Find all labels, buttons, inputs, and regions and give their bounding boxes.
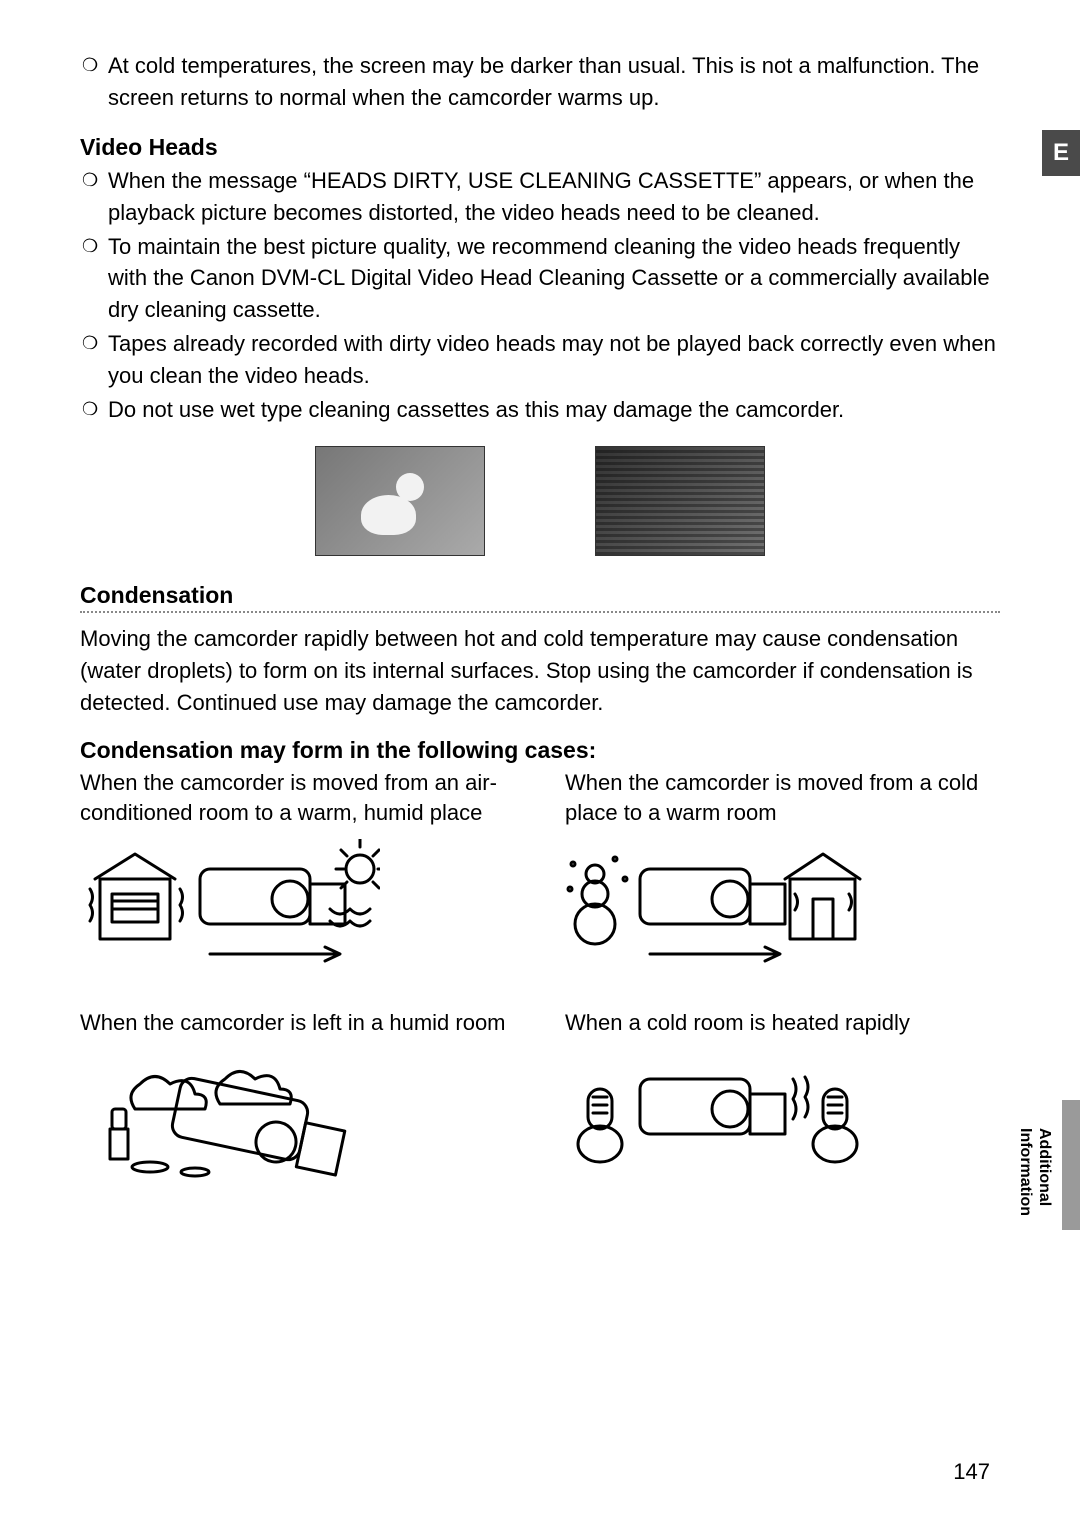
- side-section-label: Additional Information: [1016, 1128, 1054, 1216]
- case-cell: When a cold room is heated rapidly: [565, 1008, 1000, 1208]
- case-text: When the camcorder is moved from an air-…: [80, 768, 515, 830]
- language-tab: E: [1042, 130, 1080, 176]
- case-illustration-icon: [80, 1049, 380, 1179]
- dirty-playback-thumb: [595, 446, 765, 556]
- case-illustration-icon: [565, 839, 865, 969]
- case-cell: When the camcorder is moved from an air-…: [80, 768, 515, 999]
- intro-bullet-list: At cold temperatures, the screen may be …: [80, 50, 1000, 114]
- list-item: At cold temperatures, the screen may be …: [80, 50, 1000, 114]
- example-image-row: [80, 446, 1000, 556]
- case-text: When the camcorder is left in a humid ro…: [80, 1008, 515, 1039]
- side-label-line2: Information: [1016, 1128, 1035, 1216]
- cases-grid-row1: When the camcorder is moved from an air-…: [80, 768, 1000, 999]
- section-tab: [1062, 1100, 1080, 1230]
- cases-grid-row2: When the camcorder is left in a humid ro…: [80, 1008, 1000, 1208]
- list-item: Do not use wet type cleaning cassettes a…: [80, 394, 1000, 426]
- case-illustration-icon: [565, 1049, 865, 1179]
- condensation-body: Moving the camcorder rapidly between hot…: [80, 623, 1000, 719]
- video-heads-heading: Video Heads: [80, 134, 1000, 161]
- case-text: When the camcorder is moved from a cold …: [565, 768, 1000, 830]
- side-label-line1: Additional: [1035, 1128, 1054, 1216]
- list-item: To maintain the best picture quality, we…: [80, 231, 1000, 327]
- page-number: 147: [953, 1459, 990, 1485]
- case-illustration-icon: [80, 839, 380, 969]
- case-cell: When the camcorder is moved from a cold …: [565, 768, 1000, 999]
- document-page: E Additional Information At cold tempera…: [0, 0, 1080, 1533]
- video-heads-bullet-list: When the message “HEADS DIRTY, USE CLEAN…: [80, 165, 1000, 426]
- clean-playback-thumb: [315, 446, 485, 556]
- cases-heading: Condensation may form in the following c…: [80, 737, 1000, 764]
- list-item: When the message “HEADS DIRTY, USE CLEAN…: [80, 165, 1000, 229]
- case-text: When a cold room is heated rapidly: [565, 1008, 1000, 1039]
- list-item: Tapes already recorded with dirty video …: [80, 328, 1000, 392]
- condensation-heading: Condensation: [80, 582, 1000, 613]
- case-cell: When the camcorder is left in a humid ro…: [80, 1008, 515, 1208]
